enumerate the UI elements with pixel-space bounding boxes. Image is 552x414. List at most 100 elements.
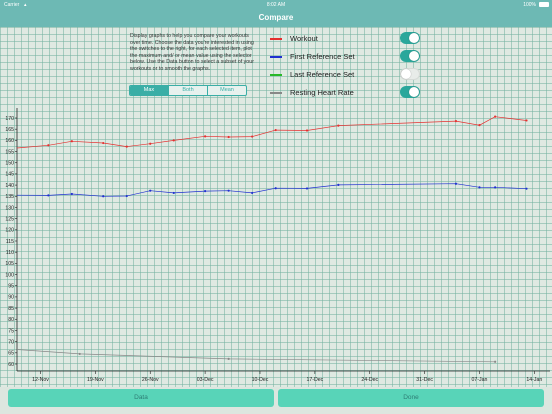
legend-item-first-reference: First Reference Set	[268, 50, 428, 64]
data-point-workout	[47, 144, 50, 147]
data-point-workout	[172, 139, 175, 142]
battery-icon	[539, 2, 549, 7]
data-point-first-reference-set	[204, 190, 207, 193]
y-tick-label: 170	[5, 116, 14, 122]
data-point-first-reference-set	[337, 183, 340, 186]
data-point-first-reference-set	[125, 194, 128, 198]
x-tick-label: 26-Nov	[142, 377, 159, 383]
battery-label: 100%	[523, 2, 536, 8]
toggle-first-reference[interactable]	[400, 50, 420, 62]
data-point-workout	[494, 115, 497, 118]
segment-both[interactable]: Both	[169, 86, 208, 95]
series-line-workout	[16, 116, 527, 149]
data-point-workout	[337, 124, 340, 127]
series-line-resting-heart-rate	[16, 349, 496, 363]
legend-item-workout: Workout	[268, 32, 428, 46]
y-tick-label: 115	[6, 239, 14, 245]
data-point-first-reference-set	[47, 194, 50, 197]
y-tick-label: 155	[5, 149, 14, 155]
y-tick-label: 70	[8, 339, 14, 345]
comparison-chart[interactable]: 170 165 160 155 150 145 140 135 130 125 120 115 110 1…	[0, 108, 552, 387]
data-point-workout	[525, 119, 528, 122]
data-point-workout	[454, 120, 458, 123]
x-tick-label: 10-Dec	[252, 377, 269, 383]
data-point-workout	[149, 142, 152, 145]
data-point-workout	[70, 140, 73, 143]
legend-label-resting-hr: Resting Heart Rate	[290, 88, 354, 97]
data-button[interactable]: Data	[8, 389, 274, 407]
time-label: 8:02 AM	[266, 2, 286, 8]
data-point-workout	[478, 124, 481, 127]
data-point-workout	[274, 128, 277, 132]
page-title: Compare	[258, 13, 294, 22]
y-tick-label: 120	[5, 228, 14, 234]
y-tick-label: 140	[5, 183, 14, 189]
y-tick-label: 125	[5, 216, 14, 222]
y-tick-label: 160	[5, 138, 14, 144]
x-tick-label: 31-Dec	[416, 377, 433, 383]
x-tick-label: 03-Dec	[197, 377, 214, 383]
legend-item-last-reference: Last Reference Set	[268, 68, 428, 82]
y-tick-label: 65	[8, 351, 14, 357]
y-tick-label: 165	[5, 127, 14, 133]
x-tick-label: 07-Jan	[472, 377, 488, 383]
x-tick-label: 19-Nov	[87, 377, 104, 383]
toggle-resting-hr[interactable]	[400, 86, 420, 98]
data-point-resting-heart-rate	[227, 357, 230, 360]
data-point-first-reference-set	[305, 187, 309, 190]
y-tick-label: 145	[5, 172, 14, 178]
y-tick-label: 85	[8, 306, 14, 312]
data-point-first-reference-set	[172, 191, 175, 195]
legend-line-workout	[270, 38, 282, 40]
data-point-first-reference-set	[251, 191, 254, 195]
data-point-workout	[305, 129, 309, 132]
data-point-workout	[227, 135, 230, 139]
data-point-workout	[102, 141, 105, 145]
data-point-first-reference-set	[70, 192, 73, 196]
data-point-first-reference-set	[478, 186, 481, 189]
data-point-first-reference-set	[102, 195, 105, 198]
y-tick-label: 100	[5, 272, 14, 278]
legend-line-last-reference	[270, 74, 282, 76]
data-point-resting-heart-rate	[494, 360, 497, 363]
wifi-icon: ▴	[24, 2, 27, 8]
x-tick-label: 24-Dec	[361, 377, 378, 383]
bottom-bar: Data Done	[0, 387, 552, 414]
description-text: Display graphs to help you compare your …	[130, 33, 254, 72]
data-point-workout	[204, 135, 207, 138]
data-point-first-reference-set	[274, 187, 277, 190]
legend-line-first-reference	[270, 56, 282, 58]
legend-label-first-reference: First Reference Set	[290, 52, 355, 61]
max-mean-selector[interactable]: Max Both Mean	[129, 85, 247, 96]
data-point-first-reference-set	[494, 186, 497, 189]
data-point-first-reference-set	[525, 187, 528, 190]
data-point-first-reference-set	[454, 182, 458, 185]
carrier-label: Carrier	[4, 2, 20, 8]
series-line-first-reference-set	[16, 183, 527, 197]
toggle-last-reference[interactable]	[400, 68, 420, 80]
y-tick-label: 105	[5, 261, 14, 267]
legend-label-workout: Workout	[290, 34, 318, 43]
y-tick-label: 90	[8, 295, 14, 301]
y-tick-label: 135	[5, 194, 14, 200]
y-tick-label: 150	[5, 161, 14, 167]
x-tick-label: 12-Nov	[32, 377, 49, 383]
x-tick-label: 17-Dec	[306, 377, 323, 383]
data-point-workout	[125, 145, 128, 148]
x-tick-label: 14-Jan	[526, 377, 542, 383]
toggle-workout[interactable]	[400, 32, 420, 44]
y-tick-label: 60	[8, 362, 14, 368]
y-tick-label: 80	[8, 317, 14, 323]
nav-bar: Compare	[0, 10, 552, 27]
data-point-resting-heart-rate	[78, 352, 81, 356]
data-point-workout	[251, 135, 254, 138]
status-bar: Carrier ▴ 8:02 AM 100%	[0, 0, 552, 10]
data-point-first-reference-set	[227, 189, 230, 192]
legend-label-last-reference: Last Reference Set	[290, 70, 355, 79]
y-tick-label: 110	[6, 250, 14, 256]
segment-mean[interactable]: Mean	[220, 87, 234, 93]
y-tick-label: 95	[8, 284, 14, 290]
segment-max[interactable]: Max	[130, 86, 169, 95]
graph-paper-background	[0, 27, 552, 387]
done-button[interactable]: Done	[278, 389, 544, 407]
